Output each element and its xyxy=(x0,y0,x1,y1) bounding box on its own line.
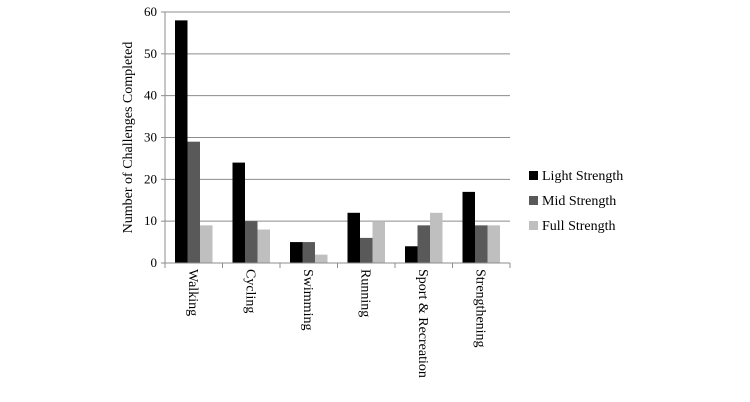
bar xyxy=(257,229,270,263)
y-tick-label: 10 xyxy=(144,213,157,228)
bar xyxy=(245,221,258,263)
bar xyxy=(290,242,303,263)
y-tick-label: 50 xyxy=(144,46,157,61)
category-label: Running xyxy=(357,269,372,317)
bar xyxy=(430,212,443,263)
legend-swatch xyxy=(529,196,538,205)
axes xyxy=(161,11,511,268)
bar xyxy=(315,254,328,263)
bar xyxy=(347,212,360,263)
category-label: Sport & Recreation xyxy=(415,269,430,378)
y-tick-label: 30 xyxy=(144,130,157,145)
category-label: Strengthening xyxy=(472,269,487,348)
category-label: Walking xyxy=(185,269,200,316)
bar xyxy=(302,242,315,263)
legend-label: Full Strength xyxy=(542,219,616,234)
y-tick-label: 40 xyxy=(144,88,157,103)
legend-label: Light Strength xyxy=(542,169,623,184)
bar xyxy=(200,225,213,263)
legend-swatch xyxy=(529,221,538,230)
bar xyxy=(187,141,200,263)
bar xyxy=(175,20,188,263)
bar xyxy=(405,246,418,263)
bar xyxy=(372,221,385,263)
bar xyxy=(232,162,245,263)
bar xyxy=(417,225,430,263)
legend: Light Strength Mid Strength Full Strength xyxy=(529,169,623,234)
bar xyxy=(475,225,488,263)
category-labels: Walking Cycling Swimming Running Sport & Rec… xyxy=(185,269,488,378)
bar xyxy=(360,237,373,263)
legend-swatch xyxy=(529,171,538,180)
y-tick-label: 20 xyxy=(144,171,157,186)
y-tick-label: 0 xyxy=(151,255,158,270)
category-label: Swimming xyxy=(300,269,315,330)
bars xyxy=(175,20,500,263)
y-axis-title: Number of Challenges Completed xyxy=(121,42,136,234)
legend-label: Mid Strength xyxy=(542,194,616,209)
gridlines xyxy=(165,11,510,222)
category-label: Cycling xyxy=(242,269,257,313)
y-tick-labels: 0 10 20 30 40 50 60 xyxy=(144,4,157,270)
bar xyxy=(487,225,500,263)
y-tick-label: 60 xyxy=(144,4,157,19)
bar xyxy=(462,191,475,263)
